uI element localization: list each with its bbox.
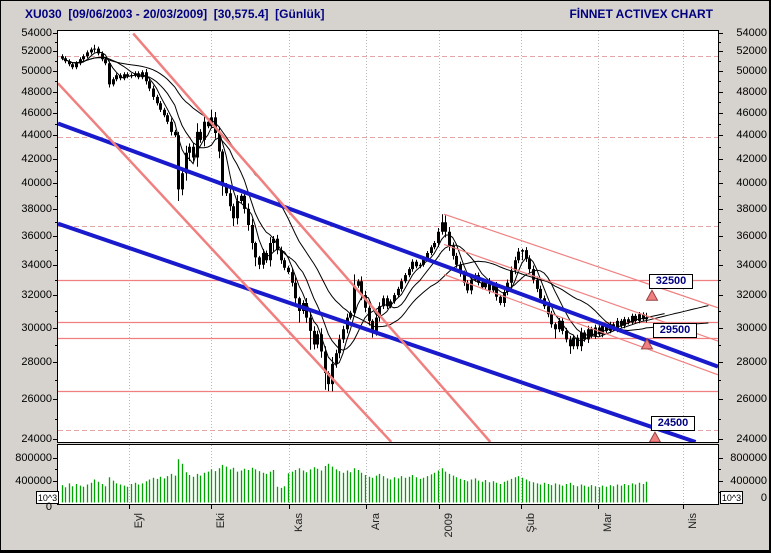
alarm-triangle-marker[interactable] <box>648 431 661 442</box>
volume-unit-box-right: 10^3 <box>720 491 743 504</box>
price-tick-label-right: 50000 <box>736 65 767 77</box>
price-tick-label-left: 50000 <box>21 65 52 77</box>
month-label: 2009 <box>443 513 455 538</box>
month-label: Mar <box>602 513 614 532</box>
price-tick-label-right: 44000 <box>736 129 767 141</box>
price-tick-label-left: 48000 <box>21 86 52 98</box>
month-label: Ara <box>370 513 382 531</box>
price-tick-label-right: 24000 <box>736 433 767 445</box>
price-tick-label-left: 46000 <box>21 107 52 119</box>
price-tick-label-right: 54000 <box>736 27 767 39</box>
price-tick-label-right: 46000 <box>736 107 767 119</box>
volume-chart-group <box>61 445 684 504</box>
price-tick-label-left: 44000 <box>21 129 52 141</box>
price-tick-label-left: 42000 <box>21 153 52 165</box>
price-tick-label-left: 40000 <box>21 177 52 189</box>
price-tick-label-right: 34000 <box>736 259 767 271</box>
price-tick-label-left: 54000 <box>21 27 52 39</box>
price-tick-label-right: 36000 <box>736 230 767 242</box>
price-tick-label-left: 30000 <box>21 322 52 334</box>
price-tick-label-left: 38000 <box>21 203 52 215</box>
volume-tick-label-left: 400000 <box>15 475 52 487</box>
alarm-triangle-marker[interactable] <box>645 289 659 301</box>
volume-zero-label-right: 0 <box>760 492 767 504</box>
channel-lower <box>443 273 718 376</box>
price-tick-label-right: 48000 <box>736 86 767 98</box>
month-label: Eki <box>215 513 227 529</box>
chart-title: XU030 [09/06/2003 - 20/03/2009] [30,575.… <box>25 7 325 21</box>
month-label: Eyl <box>133 513 145 529</box>
price-tick-label-left: 24000 <box>21 433 52 445</box>
blue-trend-lower <box>58 221 697 442</box>
price-tick-label-right: 40000 <box>736 177 767 189</box>
price-alarm-callout[interactable]: 24500 <box>651 416 695 431</box>
price-plot-area[interactable] <box>57 30 719 443</box>
price-tick-label-right: 30000 <box>736 322 767 334</box>
salmon-fan-1 <box>58 82 393 442</box>
price-tick-label-right: 32000 <box>736 289 767 301</box>
month-label: Nis <box>687 513 699 529</box>
volume-bars <box>61 459 648 503</box>
price-alarm-callout[interactable]: 32500 <box>649 274 693 289</box>
moving-average-line <box>61 51 665 366</box>
price-alarm-callout[interactable]: 29500 <box>653 323 697 338</box>
price-tick-label-right: 42000 <box>736 153 767 165</box>
salmon-fan-2 <box>132 32 492 442</box>
volume-zero-label-left: 0 <box>45 501 52 513</box>
month-label: Kas <box>293 513 305 532</box>
blue-trend-upper <box>58 121 718 369</box>
volume-unit-box-left: 10^3 <box>36 491 59 504</box>
price-tick-label-left: 28000 <box>21 356 52 368</box>
price-tick-label-left: 52000 <box>21 45 52 57</box>
candle-bodies <box>61 48 648 385</box>
brand-label: FİNNET ACTIVEX CHART <box>569 7 713 21</box>
channel-upper <box>443 213 718 309</box>
price-tick-label-right: 26000 <box>736 393 767 405</box>
volume-tick-label-right: 800000 <box>730 452 767 464</box>
price-tick-label-left: 34000 <box>21 259 52 271</box>
price-tick-label-right: 28000 <box>736 356 767 368</box>
moving-average-line <box>61 56 709 351</box>
price-tick-label-left: 26000 <box>21 393 52 405</box>
volume-tick-label-left: 800000 <box>15 452 52 464</box>
price-chart-group <box>58 31 718 442</box>
price-tick-label-left: 32000 <box>21 289 52 301</box>
month-label: Şub <box>525 513 537 533</box>
alarm-triangle-marker[interactable] <box>640 337 654 350</box>
price-tick-label-right: 38000 <box>736 203 767 215</box>
moving-average-line <box>61 57 709 332</box>
volume-tick-label-right: 400000 <box>730 475 767 487</box>
price-tick-label-left: 36000 <box>21 230 52 242</box>
price-tick-label-right: 52000 <box>736 45 767 57</box>
